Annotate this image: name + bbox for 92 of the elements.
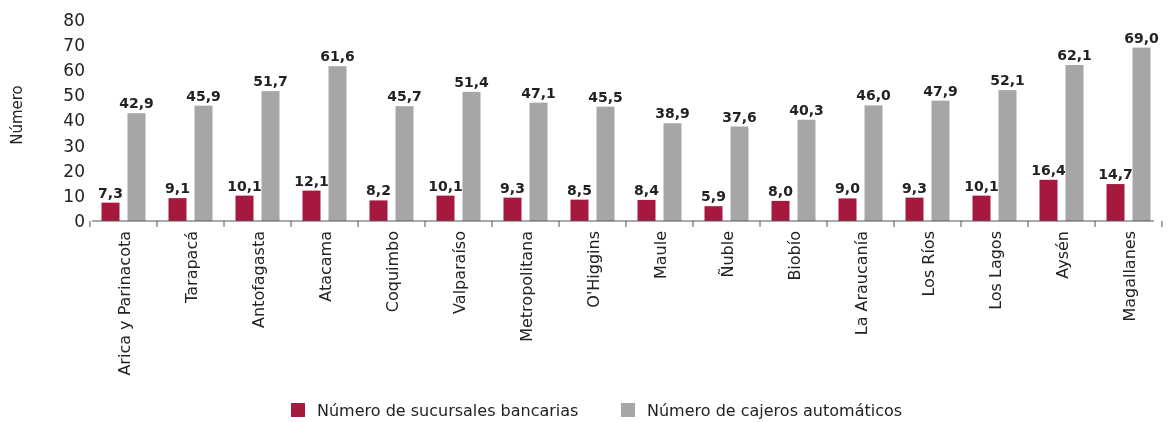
y-tick-label: 80 (63, 9, 85, 30)
bar (596, 106, 615, 221)
data-label: 51,4 (454, 73, 490, 90)
bar (1106, 184, 1125, 221)
data-label: 46,0 (856, 87, 892, 104)
data-label: 10,1 (428, 177, 463, 194)
bar (462, 91, 481, 221)
bar (730, 126, 749, 221)
y-tick-label: 0 (74, 210, 85, 231)
data-label: 5,9 (701, 188, 726, 205)
bar (637, 199, 656, 221)
y-tick-label: 60 (63, 60, 85, 81)
bar (864, 105, 883, 221)
data-label: 42,9 (119, 95, 154, 112)
data-label: 47,1 (521, 84, 556, 101)
data-label: 45,7 (387, 88, 422, 105)
bar (369, 200, 388, 221)
data-label: 69,0 (1124, 29, 1160, 46)
bar (570, 199, 589, 221)
data-label: 10,1 (227, 177, 262, 194)
legend-label: Número de cajeros automáticos (647, 400, 903, 420)
data-label: 47,9 (923, 82, 958, 99)
data-label: 10,1 (964, 177, 999, 194)
data-label: 8,0 (768, 182, 794, 199)
x-tick-label: Arica y Parinacota (114, 231, 134, 376)
data-label: 45,9 (186, 87, 221, 104)
y-axis-title: Número (8, 85, 26, 145)
data-label: 7,3 (98, 184, 123, 201)
data-label: 8,5 (567, 181, 592, 198)
data-label: 52,1 (990, 72, 1025, 89)
data-label: 9,3 (500, 179, 525, 196)
bar (931, 100, 950, 221)
x-tick-label: Los Lagos (985, 231, 1005, 310)
y-tick-label: 50 (63, 85, 85, 106)
y-tick-label: 40 (63, 110, 85, 131)
data-label: 12,1 (294, 172, 329, 189)
x-tick-label: Biobío (784, 231, 804, 281)
bar (101, 202, 120, 221)
bar (503, 197, 522, 221)
x-tick-label: Valparaíso (449, 231, 469, 314)
bar (529, 102, 548, 221)
bar (235, 195, 254, 221)
data-label: 40,3 (789, 101, 824, 118)
x-tick-label: Maule (650, 231, 670, 280)
data-label: 38,9 (655, 105, 690, 122)
data-label: 16,4 (1031, 161, 1067, 178)
x-tick-label: Metropolitana (516, 231, 536, 342)
bar (395, 106, 414, 221)
data-label: 51,7 (253, 73, 288, 90)
bar (168, 198, 187, 221)
bar (663, 123, 682, 221)
bar (127, 113, 146, 221)
bar (704, 206, 723, 221)
bar (838, 198, 857, 221)
bar (436, 195, 455, 221)
bar (797, 119, 816, 221)
bar (328, 66, 347, 221)
data-label: 8,2 (366, 182, 391, 199)
data-label: 62,1 (1057, 46, 1092, 63)
bar (194, 105, 213, 221)
bar (1132, 47, 1151, 221)
x-tick-label: Tarapacá (181, 231, 201, 304)
x-tick-label: Los Ríos (918, 231, 938, 297)
y-tick-label: 10 (63, 185, 85, 206)
data-label: 61,6 (320, 48, 355, 65)
x-tick-label: Coquimbo (382, 231, 402, 313)
bar (302, 190, 321, 221)
legend-label: Número de sucursales bancarias (317, 400, 579, 420)
data-label: 9,0 (835, 180, 861, 197)
x-tick-label: Antofagasta (248, 231, 268, 328)
bar (771, 200, 790, 221)
y-tick-label: 70 (63, 35, 85, 56)
bar (1039, 179, 1058, 221)
data-label: 8,4 (634, 181, 660, 198)
bar (1065, 64, 1084, 221)
x-tick-label: O'Higgins (583, 231, 603, 308)
data-label: 37,6 (722, 108, 757, 125)
x-tick-label: La Araucanía (851, 231, 871, 336)
x-tick-label: Aysén (1052, 231, 1072, 279)
data-label: 9,1 (165, 180, 190, 197)
bar (998, 90, 1017, 221)
data-label: 45,5 (588, 88, 623, 105)
x-tick-label: Atacama (315, 231, 335, 302)
bar (972, 195, 991, 221)
y-tick-label: 30 (63, 135, 85, 156)
data-label: 14,7 (1098, 166, 1133, 183)
x-tick-label: Magallanes (1119, 231, 1139, 322)
bar (905, 197, 924, 221)
data-label: 9,3 (902, 179, 927, 196)
x-tick-label: Ñuble (717, 231, 737, 278)
bar (261, 91, 280, 221)
y-tick-label: 20 (63, 160, 85, 181)
